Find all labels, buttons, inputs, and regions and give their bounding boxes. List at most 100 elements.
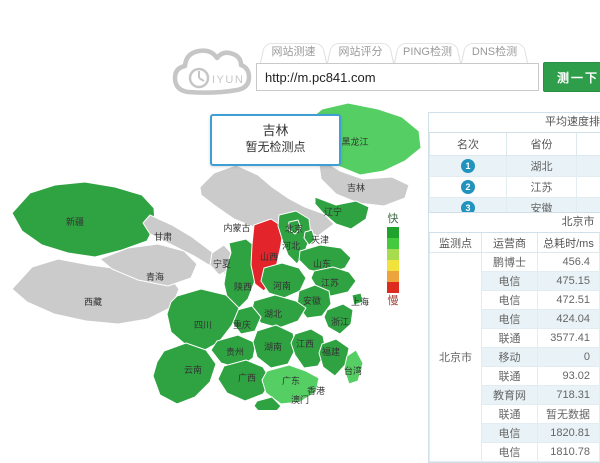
tab-website-speed[interactable]: 网站测速 <box>260 40 327 63</box>
isp-cell: 电信 <box>482 291 538 310</box>
province-label: 甘肃 <box>154 231 172 242</box>
province-label: 天津 <box>311 235 329 245</box>
tooltip-province: 吉林 <box>212 122 339 139</box>
isp-col-header: 运营商 <box>482 233 538 253</box>
province-label: 山西 <box>260 252 278 262</box>
province-col-header: 省份 <box>507 133 577 156</box>
extra-cell <box>577 177 600 198</box>
test-type-tabs: 网站测速 网站评分 PING检测 DNS检测 <box>260 40 528 63</box>
time-cell: 1810.78 <box>538 443 600 462</box>
tab-label: DNS检测 <box>461 40 528 65</box>
province-label: 广东 <box>282 375 300 386</box>
tab-dns-check[interactable]: DNS检测 <box>461 40 528 63</box>
province-label: 辽宁 <box>324 206 342 217</box>
time-cell: 472.51 <box>538 291 600 310</box>
tab-website-score[interactable]: 网站评分 <box>327 40 394 63</box>
province-label: 上海 <box>351 296 369 307</box>
isp-cell: 联通 <box>482 329 538 348</box>
time-cell: 3577.41 <box>538 329 600 348</box>
province-label: 香港 <box>307 385 325 396</box>
province-label: 山东 <box>313 258 331 269</box>
legend-color-segment <box>387 260 399 271</box>
province-label: 内蒙古 <box>223 222 250 233</box>
province-label: 澳门 <box>291 394 309 405</box>
time-cell: 1820.81 <box>538 424 600 443</box>
rank-badge: 2 <box>461 180 475 194</box>
legend-color-segment <box>387 282 399 293</box>
time-cell: 475.15 <box>538 272 600 291</box>
speed-legend: 快 慢 <box>381 213 405 307</box>
time-cell: 424.04 <box>538 310 600 329</box>
rank-table-row: 1 湖北 <box>430 156 600 177</box>
detail-table-title: 北京市 <box>429 213 600 233</box>
time-cell: 93.02 <box>538 367 600 386</box>
legend-fast-label: 快 <box>381 213 405 225</box>
legend-gradient-bar <box>387 227 399 293</box>
isp-cell: 联通 <box>482 367 538 386</box>
tab-ping-check[interactable]: PING检测 <box>394 40 461 63</box>
china-speed-map: 新疆西藏青海甘肃内蒙古黑龙江吉林辽宁宁夏陕西山西河北北京天津山东河南江苏安徽上海… <box>0 95 435 410</box>
rank-cell: 1 <box>430 156 507 177</box>
legend-color-segment <box>387 238 399 249</box>
province-label: 贵州 <box>226 346 244 357</box>
extra-col-header <box>577 133 600 156</box>
province-label: 台湾 <box>344 365 362 376</box>
map-tooltip: 吉林 暂无检测点 <box>210 114 341 166</box>
rank-badge: 1 <box>461 159 475 173</box>
isp-cell: 联通 <box>482 405 538 424</box>
province-label: 黑龙江 <box>341 136 368 147</box>
province-label: 广西 <box>238 372 256 383</box>
province-label: 江苏 <box>321 277 339 288</box>
province-cell: 湖北 <box>507 156 577 177</box>
province-label: 新疆 <box>66 216 84 227</box>
province-label: 青海 <box>146 271 164 282</box>
rank-cell: 2 <box>430 177 507 198</box>
province-cell: 江苏 <box>507 177 577 198</box>
province-label: 河北 <box>282 240 300 251</box>
isp-cell: 电信 <box>482 424 538 443</box>
isp-cell: 移动 <box>482 348 538 367</box>
tab-label: PING检测 <box>394 40 461 65</box>
province-label: 重庆 <box>233 319 251 330</box>
isp-cell: 鹏博士 <box>482 253 538 272</box>
province-label: 福建 <box>322 346 340 357</box>
province-label: 云南 <box>184 364 202 375</box>
isp-cell: 教育网 <box>482 386 538 405</box>
tab-label: 网站测速 <box>260 40 327 65</box>
legend-color-segment <box>387 249 399 260</box>
rank-col-header: 名次 <box>430 133 507 156</box>
province-label: 安徽 <box>303 295 321 306</box>
time-cell: 718.31 <box>538 386 600 405</box>
legend-color-segment <box>387 271 399 282</box>
tooltip-status: 暂无检测点 <box>212 139 339 156</box>
province-label: 浙江 <box>331 316 349 327</box>
province-label: 江西 <box>296 339 314 349</box>
tab-label: 网站评分 <box>327 40 394 65</box>
test-button[interactable]: 测一下 <box>543 62 600 92</box>
site-cell: 北京市 <box>430 253 482 462</box>
province-label: 四川 <box>194 320 212 330</box>
time-col-header: 总耗时/ms <box>538 233 600 253</box>
isp-cell: 电信 <box>482 443 538 462</box>
province-label: 北京 <box>285 223 303 234</box>
province-label: 河南 <box>273 280 291 291</box>
isp-cell: 电信 <box>482 310 538 329</box>
time-cell: 暂无数据 <box>538 405 600 424</box>
logo-text: IYUN <box>212 74 244 86</box>
province-label: 陕西 <box>234 281 252 292</box>
rank-table-row: 2 江苏 <box>430 177 600 198</box>
legend-color-segment <box>387 227 399 238</box>
province-label: 湖南 <box>264 341 282 352</box>
extra-cell <box>577 156 600 177</box>
url-input[interactable] <box>256 63 539 91</box>
province-label: 西藏 <box>84 296 102 307</box>
legend-slow-label: 慢 <box>381 295 405 307</box>
site-col-header: 监测点 <box>430 233 482 253</box>
isp-cell: 电信 <box>482 272 538 291</box>
